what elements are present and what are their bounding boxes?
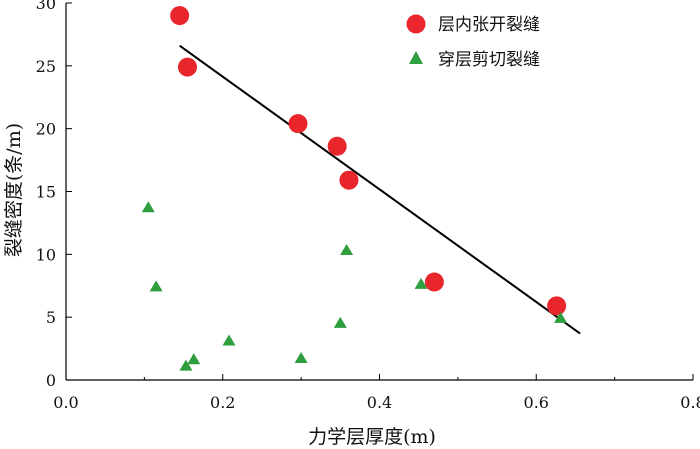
- x-tick-label-3: 0.6: [524, 393, 549, 412]
- legend-label-0: 层内张开裂缝: [438, 15, 540, 35]
- y-axis-title: 裂缝密度(条/m): [3, 123, 25, 257]
- legend-label-1: 穿层剪切裂缝: [438, 50, 540, 70]
- x-tick-label-4: 0.8: [680, 393, 700, 412]
- trendline-group: [179, 44, 581, 335]
- point-triangle-4: [222, 334, 236, 346]
- y-tick-label-6: 30: [36, 0, 56, 13]
- point-circle-2: [288, 114, 308, 134]
- y-tick-label-4: 20: [36, 120, 56, 139]
- legend-marker-triangle: [409, 51, 423, 64]
- point-circle-0: [170, 6, 190, 26]
- point-triangle-3: [187, 353, 201, 365]
- y-tick-label-5: 25: [36, 57, 56, 76]
- axes: 0.0 0.2 0.4 0.6 0.8 0 5 10 15 20 25 30: [36, 0, 700, 412]
- x-tick-label-2: 0.4: [367, 393, 392, 412]
- point-triangle-6: [333, 316, 347, 328]
- point-triangle-1: [149, 280, 163, 292]
- x-axis-title: 力学层厚度(m): [308, 426, 436, 448]
- point-triangle-7: [340, 243, 354, 255]
- point-circle-3: [327, 136, 347, 156]
- point-circle-1: [177, 57, 197, 77]
- data-marks: [141, 6, 568, 371]
- x-tick-label-0: 0.0: [53, 393, 78, 412]
- legend-marker-circle: [406, 14, 426, 34]
- point-triangle-0: [141, 201, 155, 213]
- y-tick-label-3: 15: [36, 183, 56, 202]
- point-triangle-5: [294, 352, 308, 364]
- trendline: [179, 44, 581, 335]
- point-triangle-2: [179, 359, 193, 371]
- point-circle-4: [339, 170, 359, 190]
- point-triangle-8: [414, 277, 428, 289]
- y-tick-label-2: 10: [36, 245, 56, 264]
- point-triangle-9: [554, 311, 568, 323]
- y-tick-label-0: 0: [46, 371, 56, 390]
- point-circle-5: [424, 272, 444, 292]
- point-circle-6: [547, 296, 567, 316]
- y-tick-label-1: 5: [46, 308, 56, 327]
- x-tick-label-1: 0.2: [210, 393, 235, 412]
